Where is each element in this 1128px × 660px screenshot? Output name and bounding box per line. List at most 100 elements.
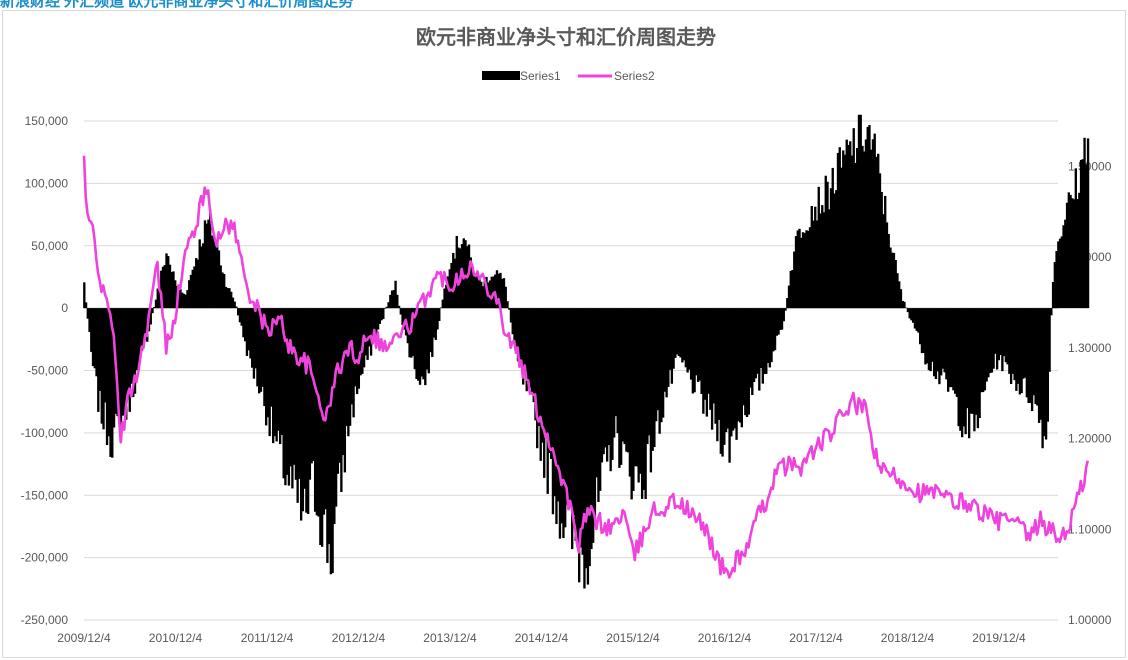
series1-bar — [831, 167, 834, 309]
series1-bar — [822, 212, 826, 309]
left-axis-tick-label: 150,000 — [25, 114, 69, 128]
series1-bar — [786, 298, 789, 309]
series1-bar — [849, 141, 852, 309]
series1-bar — [870, 149, 873, 309]
series1-bar — [598, 308, 602, 491]
series1-bar — [625, 308, 628, 452]
series1-bar — [1048, 308, 1051, 372]
series1-bar — [216, 243, 219, 309]
series1-bar — [457, 247, 460, 309]
series1-bar — [294, 308, 298, 480]
series1-bar — [319, 308, 322, 546]
series1-bar — [373, 308, 376, 339]
series1-bar — [798, 228, 801, 309]
series1-bar — [207, 219, 210, 309]
series1-bar — [209, 209, 212, 309]
series1-bar — [541, 308, 544, 443]
series1-bar — [1062, 225, 1065, 309]
series1-bar — [443, 288, 446, 309]
series1-bar — [896, 273, 899, 309]
series1-bar — [990, 308, 994, 373]
x-axis-tick-label: 2019/12/4 — [972, 631, 1026, 645]
series1-bar — [161, 266, 165, 309]
series1-bar — [301, 308, 305, 512]
series1-bar — [333, 308, 336, 525]
series1-bar — [583, 308, 586, 589]
series1-bar — [469, 257, 472, 309]
series1-bar — [536, 308, 539, 449]
series1-bar — [441, 299, 444, 309]
series1-bar — [289, 308, 292, 467]
series1-bar — [768, 308, 771, 368]
left-axis-tick-label: -150,000 — [21, 488, 69, 502]
series1-bar — [483, 278, 486, 309]
chart-frame — [2, 10, 1126, 658]
series1-bar — [427, 308, 430, 374]
series1-bar — [1037, 308, 1041, 423]
series1-bar — [170, 272, 173, 309]
series1-bar — [887, 233, 890, 309]
series1-bar — [672, 308, 675, 369]
series1-bar — [345, 308, 348, 427]
x-axis-tick-label: 2011/12/4 — [241, 631, 294, 645]
series1-bar — [116, 308, 119, 417]
series1-bar — [677, 308, 681, 356]
series1-bar — [919, 308, 922, 345]
series1-bar — [640, 308, 644, 499]
series1-bar — [240, 308, 243, 326]
series1-bar — [1081, 159, 1084, 309]
series1-bar — [467, 244, 471, 309]
series1-bar — [153, 307, 156, 309]
series1-bar — [1030, 308, 1034, 412]
series1-bar — [894, 260, 897, 309]
series1-bar — [251, 308, 254, 368]
left-axis-tick-label: -50,000 — [27, 364, 68, 378]
series1-bar — [473, 276, 476, 309]
series1-bar — [226, 288, 229, 309]
series1-bar — [179, 288, 182, 309]
series1-bar — [389, 294, 392, 309]
series1-bar — [270, 308, 273, 407]
series1-bar — [403, 308, 406, 330]
series1-bar — [948, 308, 952, 388]
series1-bar — [84, 302, 88, 309]
series1-bar — [322, 308, 326, 515]
series1-bar — [593, 308, 597, 518]
series1-bar — [285, 308, 289, 475]
series1-bar — [997, 308, 1001, 361]
series1-bar — [772, 308, 775, 352]
series1-bar — [378, 308, 382, 324]
series1-bar — [691, 308, 695, 394]
series1-bar — [703, 308, 707, 400]
series1-bar — [550, 308, 553, 460]
series1-bar — [523, 308, 527, 375]
series1-bar — [397, 305, 401, 309]
series2-line-layer — [82, 155, 1090, 579]
series1-bar — [912, 308, 915, 323]
series1-bar — [357, 308, 361, 389]
series1-bar — [478, 276, 481, 309]
series1-bar — [228, 288, 231, 309]
series1-bar — [679, 308, 682, 358]
series1-bar — [1065, 202, 1069, 309]
series1-bar — [756, 308, 759, 374]
series1-bar — [738, 308, 742, 423]
series1-bar — [532, 308, 535, 403]
series1-bar — [278, 308, 282, 445]
series1-bar — [560, 308, 563, 524]
series1-bar — [980, 308, 983, 393]
series1-bar — [245, 308, 249, 356]
left-axis-tick-label: -100,000 — [21, 426, 69, 440]
series1-bar — [695, 308, 698, 376]
series1-bar — [196, 259, 200, 309]
series1-bar — [929, 308, 932, 372]
series1-bar — [880, 191, 883, 309]
series1-bar — [420, 308, 423, 377]
series1-bar — [149, 308, 152, 325]
series1-bar — [920, 308, 924, 354]
series1-bar — [242, 308, 245, 338]
series2-line — [82, 155, 1090, 579]
series1-bar — [1029, 308, 1032, 404]
series1-bar — [983, 308, 987, 391]
series1-bar — [630, 308, 633, 500]
